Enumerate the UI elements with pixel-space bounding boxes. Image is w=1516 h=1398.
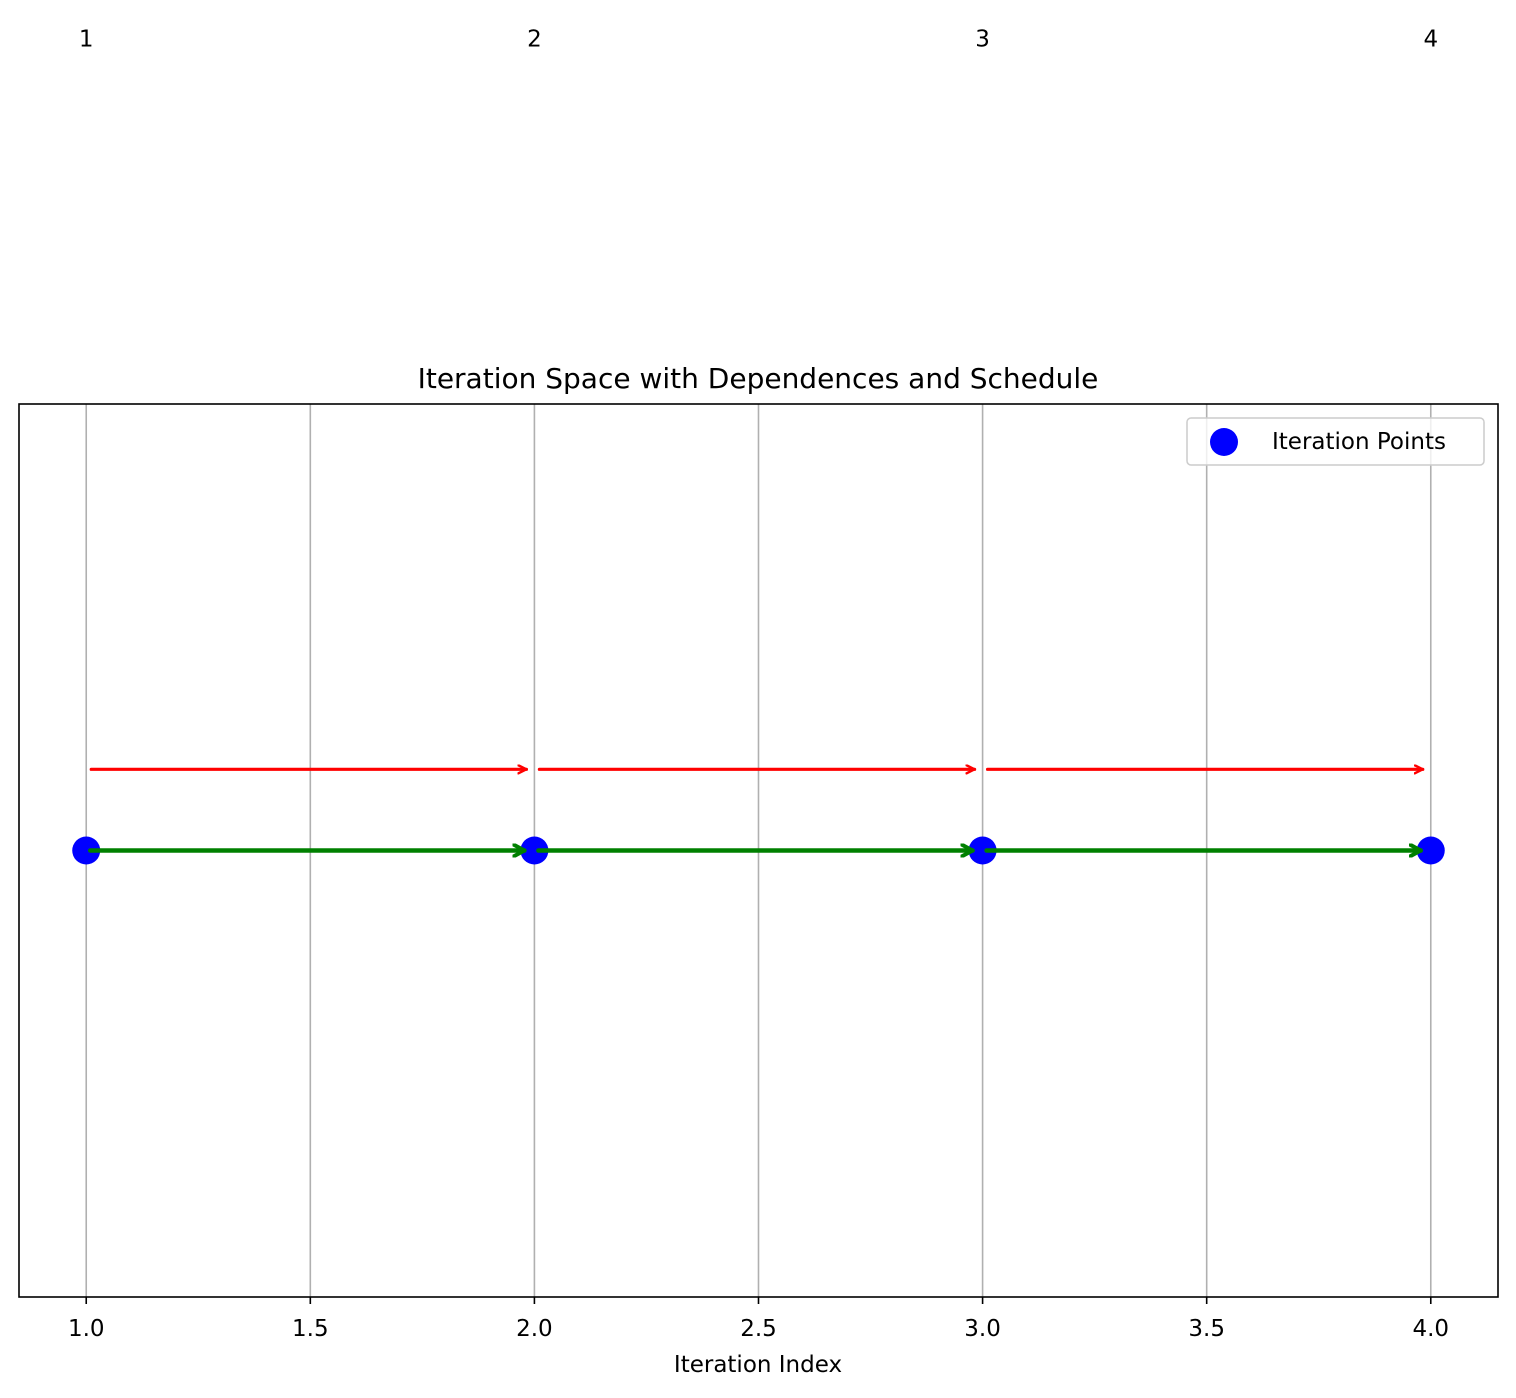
point-label-2: 2 xyxy=(527,27,542,53)
point-label-1: 1 xyxy=(79,27,94,53)
iteration-points xyxy=(72,836,1445,865)
x-axis-label: Iteration Index xyxy=(674,1352,842,1378)
legend-label-iteration-points: Iteration Points xyxy=(1272,429,1446,455)
point-labels: 1 2 3 4 xyxy=(79,27,1438,53)
iteration-point-2 xyxy=(520,836,549,865)
x-tick-label-4: 3.0 xyxy=(964,1316,1001,1342)
x-tick-label-0: 1.0 xyxy=(68,1316,105,1342)
iteration-point-4 xyxy=(1416,836,1445,865)
x-tick-label-6: 4.0 xyxy=(1412,1316,1449,1342)
legend-box xyxy=(1186,417,1485,466)
iteration-point-1 xyxy=(72,836,101,865)
legend: Iteration Points xyxy=(1186,417,1485,466)
x-tick-label-2: 2.0 xyxy=(516,1316,553,1342)
chart-title: Iteration Space with Dependences and Sch… xyxy=(418,362,1099,395)
point-label-4: 4 xyxy=(1423,27,1438,53)
x-tick-label-5: 3.5 xyxy=(1188,1316,1225,1342)
point-label-3: 3 xyxy=(975,27,990,53)
x-axis-ticks: 1.0 1.5 2.0 2.5 3.0 3.5 4.0 xyxy=(68,1297,1449,1342)
x-tick-label-1: 1.5 xyxy=(292,1316,329,1342)
iteration-point-3 xyxy=(968,836,997,865)
x-tick-label-3: 2.5 xyxy=(740,1316,777,1342)
legend-marker-iteration-points xyxy=(1210,428,1238,456)
